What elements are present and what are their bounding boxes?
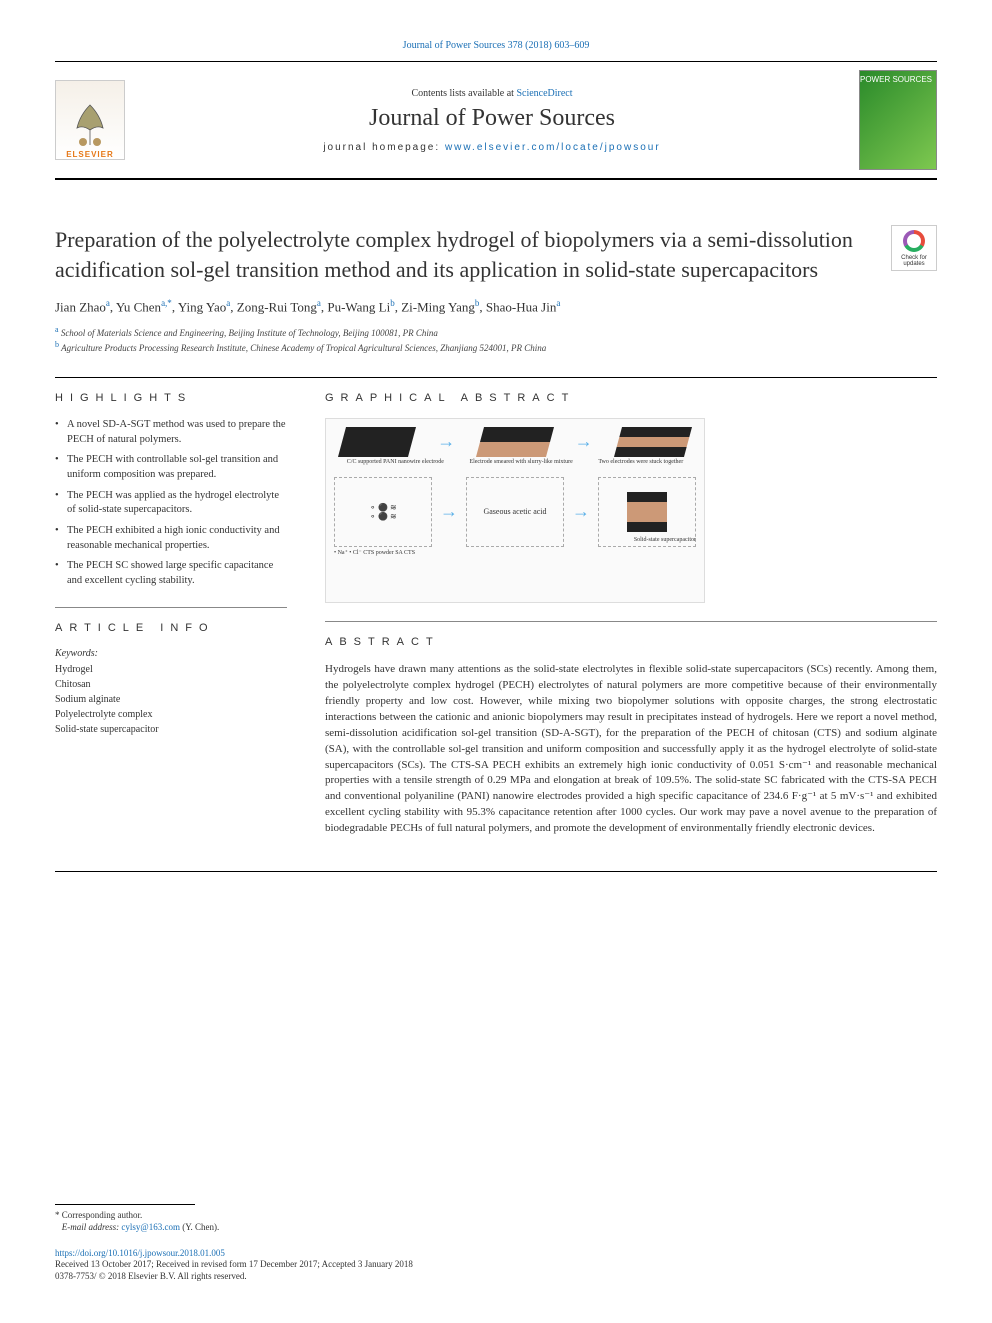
copyright-line: 0378-7753/ © 2018 Elsevier B.V. All righ… <box>55 1270 937 1283</box>
homepage-prefix: journal homepage: <box>323 142 445 153</box>
ga-electrode-icon <box>476 427 554 457</box>
article-info-heading: ARTICLE INFO <box>55 622 287 634</box>
email-link[interactable]: cylsy@163.com <box>121 1222 180 1232</box>
highlight-item: A novel SD-A-SGT method was used to prep… <box>55 418 287 447</box>
footer: * Corresponding author. E-mail address: … <box>55 1204 937 1283</box>
abstract-text: Hydrogels have drawn many attentions as … <box>325 662 937 837</box>
article-title: Preparation of the polyelectrolyte compl… <box>55 225 871 284</box>
ga-gas-box: Gaseous acetic acid <box>466 477 564 547</box>
keyword: Sodium alginate <box>55 692 287 707</box>
highlight-item: The PECH exhibited a high ionic conducti… <box>55 524 287 553</box>
authors-list: Jian Zhaoa, Yu Chena,*, Ying Yaoa, Zong-… <box>55 298 937 315</box>
header-citation[interactable]: Journal of Power Sources 378 (2018) 603–… <box>55 40 937 51</box>
divider <box>325 621 937 622</box>
affiliation: a School of Materials Science and Engine… <box>55 324 937 340</box>
homepage-url[interactable]: www.elsevier.com/locate/jpowsour <box>445 142 661 153</box>
journal-cover-thumbnail[interactable]: POWER SOURCES <box>859 70 937 170</box>
email-suffix: (Y. Chen). <box>180 1222 219 1232</box>
divider <box>55 377 937 378</box>
ga-arrow-icon: → <box>440 501 458 522</box>
corr-author-label: * Corresponding author. <box>55 1210 142 1220</box>
cover-thumb-text: POWER SOURCES <box>860 75 932 84</box>
highlight-item: The PECH was applied as the hydrogel ele… <box>55 489 287 518</box>
crossmark-icon <box>903 230 925 252</box>
ga-label: C/C supported PANI nanowire electrode <box>347 459 444 465</box>
ga-legend: • Na⁺ • Cl⁻ CTS powder SA CTS <box>334 549 696 556</box>
graphical-abstract-image: → → C/C supported PANI nanowire electrod… <box>325 418 705 603</box>
abstract-heading: ABSTRACT <box>325 636 937 648</box>
ga-electrode-icon <box>614 427 692 457</box>
corresponding-author-note: * Corresponding author. E-mail address: … <box>55 1209 937 1234</box>
article-history: Received 13 October 2017; Received in re… <box>55 1258 937 1271</box>
elsevier-logo[interactable]: ELSEVIER <box>55 80 125 160</box>
sciencedirect-link[interactable]: ScienceDirect <box>516 88 572 99</box>
check-updates-label: Check for updates <box>892 255 936 267</box>
ga-mixture-box: ⚬ ⚫ ≋⚬ ⚫ ≋ <box>334 477 432 547</box>
ga-label: Two electrodes were stuck together <box>598 459 683 465</box>
ga-label: Electrode smeared with slurry-like mixtu… <box>469 459 572 465</box>
ga-arrow-icon: → <box>437 431 455 452</box>
ga-electrode-icon <box>338 427 416 457</box>
affiliations: a School of Materials Science and Engine… <box>55 324 937 355</box>
elsevier-wordmark: ELSEVIER <box>66 150 114 159</box>
check-updates-badge[interactable]: Check for updates <box>891 225 937 271</box>
keyword: Hydrogel <box>55 662 287 677</box>
ga-arrow-icon: → <box>575 431 593 452</box>
keyword: Solid-state supercapacitor <box>55 722 287 737</box>
keywords-label: Keywords: <box>55 648 287 659</box>
contents-lists-line: Contents lists available at ScienceDirec… <box>141 88 843 99</box>
keyword: Chitosan <box>55 677 287 692</box>
divider <box>55 871 937 872</box>
journal-homepage-line: journal homepage: www.elsevier.com/locat… <box>141 142 843 153</box>
doi-link[interactable]: https://doi.org/10.1016/j.jpowsour.2018.… <box>55 1248 937 1258</box>
keyword: Polyelectrolyte complex <box>55 707 287 722</box>
contents-prefix: Contents lists available at <box>411 88 516 99</box>
highlights-list: A novel SD-A-SGT method was used to prep… <box>55 418 287 589</box>
graphical-abstract-heading: GRAPHICAL ABSTRACT <box>325 392 937 404</box>
email-label: E-mail address: <box>62 1222 122 1232</box>
ga-arrow-icon: → <box>572 501 590 522</box>
affiliation: b Agriculture Products Processing Resear… <box>55 339 937 355</box>
highlight-item: The PECH with controllable sol-gel trans… <box>55 453 287 482</box>
journal-name: Journal of Power Sources <box>141 105 843 132</box>
footnote-rule <box>55 1204 195 1205</box>
journal-header: ELSEVIER Contents lists available at Sci… <box>55 61 937 180</box>
highlights-heading: HIGHLIGHTS <box>55 392 287 404</box>
journal-header-center: Contents lists available at ScienceDirec… <box>141 88 843 153</box>
divider <box>55 607 287 608</box>
highlight-item: The PECH SC showed large specific capaci… <box>55 559 287 588</box>
elsevier-tree-icon <box>65 100 115 150</box>
keywords-list: HydrogelChitosanSodium alginatePolyelect… <box>55 662 287 737</box>
